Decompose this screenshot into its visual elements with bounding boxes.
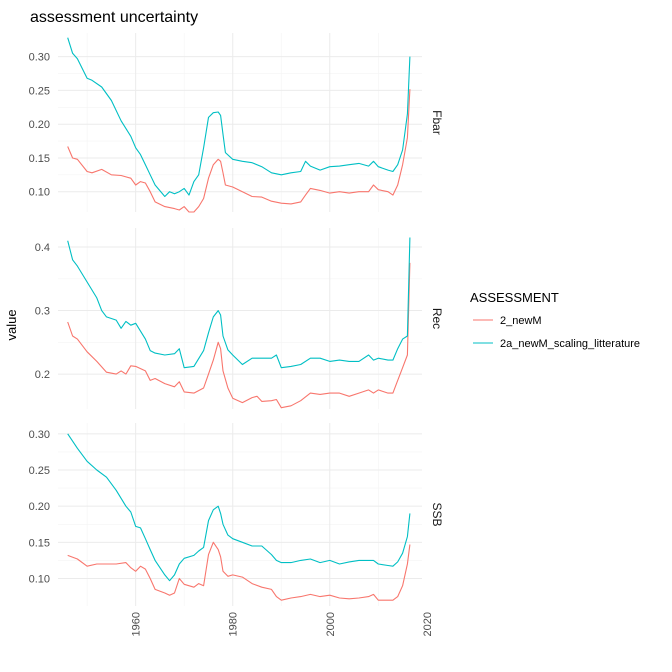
y-tick-label: 0.25 [29,85,50,97]
series-line-2-newm [67,541,411,601]
facet-strip-label: Rec [430,308,444,329]
y-tick-label: 0.25 [29,465,50,477]
x-axis: 1960 1980 2000 2020 [131,612,434,636]
series-line-2a-newm-scaling-litterature [67,237,411,369]
y-tick-label: 0.15 [29,153,50,165]
x-tick-label: 1960 [131,612,143,636]
legend-label-2a-newm-scaling-litterature: 2a_newM_scaling_litterature [500,338,640,350]
panel-rec: 0.2 0.3 0.4 Rec [35,228,444,409]
y-tick-label: 0.15 [29,537,50,549]
facet-panels: 0.10 0.15 0.20 0.25 0.30 Fbar 0.2 0.3 0.4 Rec 0.10… [29,33,444,606]
y-tick-label: 0.30 [29,429,50,441]
facet-strip-label: Fbar [430,110,444,135]
series-line-2a-newm-scaling-litterature [67,37,411,198]
legend-label-2-newm: 2_newM [500,315,542,327]
y-tick-label: 0.20 [29,501,50,513]
panel-ssb: 0.10 0.15 0.20 0.25 0.30 SSB [29,423,444,606]
y-tick-label: 0.10 [29,574,50,586]
y-tick-label: 0.30 [29,52,50,64]
x-tick-label: 2020 [422,612,434,636]
y-tick-label: 0.20 [29,119,50,131]
series-line-2a-newm-scaling-litterature [67,433,411,582]
legend: ASSESSMENT 2_newM 2a_newM_scaling_litter… [470,290,640,350]
y-tick-label: 0.4 [35,242,50,254]
y-tick-label: 0.2 [35,369,50,381]
chart-title: assessment uncertainty [30,9,198,26]
y-tick-label: 0.10 [29,187,50,199]
panel-fbar: 0.10 0.15 0.20 0.25 0.30 Fbar [29,33,444,213]
x-tick-label: 2000 [325,612,337,636]
series-line-2-newm [67,262,411,409]
y-tick-label: 0.3 [35,306,50,318]
series-line-2-newm [67,89,411,213]
y-axis-title: value [4,309,19,340]
x-tick-label: 1980 [228,612,240,636]
facet-strip-label: SSB [430,502,444,526]
legend-title: ASSESSMENT [470,290,559,305]
